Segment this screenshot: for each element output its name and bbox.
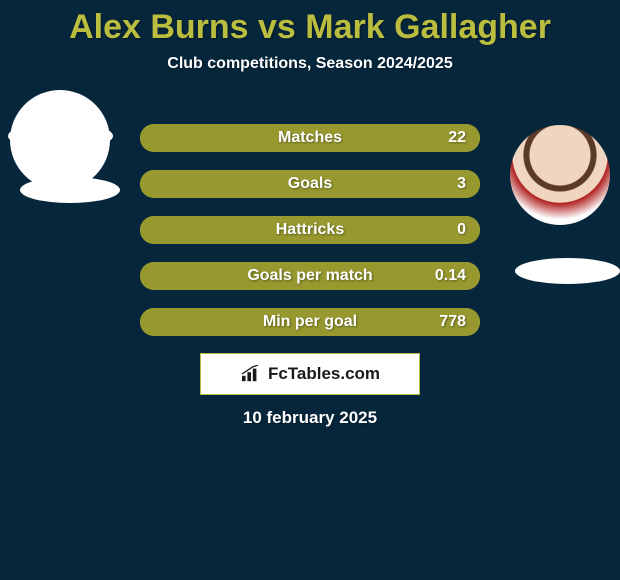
stat-label: Min per goal [140,308,480,336]
stats-bars: Matches22 Goals3 Hattricks0 Goals per match… [140,124,480,354]
chart-icon [240,365,262,383]
player-right-avatar [510,125,610,225]
stat-label: Matches [140,124,480,152]
stat-label: Goals per match [140,262,480,290]
decor-ellipse [20,177,120,203]
decor-ellipse [515,258,620,284]
stat-label: Goals [140,170,480,198]
page-subtitle: Club competitions, Season 2024/2025 [0,55,620,73]
decor-ellipse [8,122,113,150]
stat-bar: Goals3 [140,170,480,198]
stat-bar: Goals per match0.14 [140,262,480,290]
stat-value-right: 0.14 [435,262,466,290]
stat-bar: Matches22 [140,124,480,152]
date-line: 10 february 2025 [0,408,620,428]
stat-label: Hattricks [140,216,480,244]
stat-value-right: 778 [439,308,466,336]
avatar-image [510,125,610,225]
page-title: Alex Burns vs Mark Gallagher [0,0,620,47]
stat-value-right: 22 [448,124,466,152]
stat-value-right: 0 [457,216,466,244]
logo-box: FcTables.com [200,353,420,395]
logo-text: FcTables.com [268,364,380,384]
stat-value-right: 3 [457,170,466,198]
stat-bar: Hattricks0 [140,216,480,244]
stat-bar: Min per goal778 [140,308,480,336]
